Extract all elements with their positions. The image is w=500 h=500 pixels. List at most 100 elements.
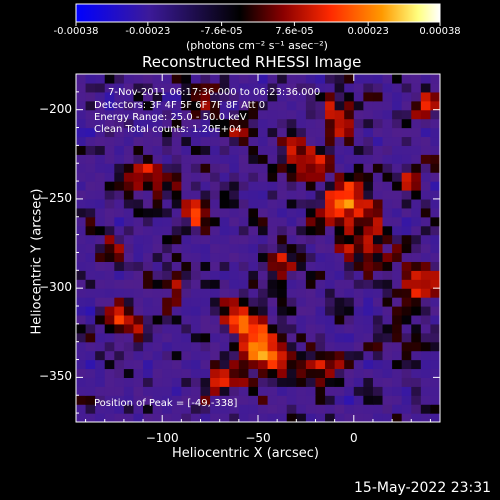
heatmap-cell — [353, 306, 364, 316]
heatmap-cell — [286, 270, 297, 280]
y-axis-label: Heliocentric Y (arcsec) — [29, 188, 45, 335]
heatmap-cell — [411, 314, 422, 325]
heatmap-cell — [85, 368, 96, 378]
heatmap-cell — [334, 163, 345, 173]
heatmap-cell — [114, 395, 125, 405]
heatmap-cell — [152, 288, 163, 298]
heatmap-cell — [248, 377, 259, 387]
heatmap-cell — [133, 190, 144, 200]
heatmap-cell — [430, 395, 440, 405]
heatmap-cell — [210, 413, 221, 422]
heatmap-cell — [267, 127, 278, 138]
heatmap-cell — [248, 261, 259, 271]
heatmap-cell — [162, 172, 173, 182]
heatmap-cell — [411, 306, 422, 316]
heatmap-cell — [286, 136, 297, 146]
heatmap-cell — [258, 225, 269, 236]
heatmap-cell — [325, 332, 336, 343]
heatmap-cell — [296, 127, 307, 138]
heatmap-cell — [95, 279, 106, 289]
heatmap-cell — [401, 190, 412, 200]
heatmap-cell — [229, 82, 240, 93]
heatmap-cell — [181, 163, 192, 173]
heatmap-cell — [95, 82, 106, 93]
chart-title: Reconstructed RHESSI Image — [142, 53, 362, 71]
heatmap-cell — [143, 243, 154, 254]
heatmap-cell — [152, 172, 163, 182]
heatmap-cell — [181, 207, 192, 218]
heatmap-cell — [219, 100, 230, 111]
heatmap-cell — [123, 82, 135, 93]
heatmap-cell — [162, 136, 173, 146]
heatmap-cell — [114, 368, 125, 378]
heatmap-cell — [152, 314, 163, 325]
heatmap-cell — [353, 386, 364, 396]
heatmap-cell — [401, 359, 412, 370]
heatmap-cell — [353, 91, 364, 102]
heatmap-cell — [104, 243, 115, 254]
heatmap-cell — [344, 207, 355, 218]
heatmap-cell — [123, 207, 135, 218]
heatmap-cell — [334, 377, 345, 387]
heatmap-cell — [286, 377, 297, 387]
heatmap-cell — [420, 306, 432, 316]
heatmap-cell — [143, 109, 154, 120]
heatmap-cell — [143, 91, 154, 102]
heatmap-cell — [219, 332, 230, 343]
heatmap-cell — [372, 225, 384, 236]
heatmap-cell — [162, 91, 173, 102]
heatmap-cell — [334, 74, 345, 84]
heatmap-cell — [420, 288, 432, 298]
heatmap-cell — [382, 395, 393, 405]
heatmap-cell — [210, 74, 221, 84]
heatmap-cell — [420, 279, 432, 289]
heatmap-cell — [152, 82, 163, 93]
heatmap-cell — [104, 404, 115, 414]
heatmap-cell — [363, 323, 374, 334]
heatmap-cell — [392, 323, 403, 334]
heatmap-cell — [76, 207, 87, 218]
heatmap-cell — [363, 261, 374, 271]
heatmap-cell — [200, 190, 211, 200]
heatmap-cell — [296, 297, 307, 307]
heatmap-cell — [152, 100, 163, 111]
heatmap-cell — [411, 118, 422, 129]
heatmap-cell — [238, 350, 250, 361]
heatmap-cell — [123, 359, 135, 370]
heatmap-cell — [392, 413, 403, 422]
heatmap-cell — [401, 181, 412, 191]
heatmap-cell — [76, 181, 87, 191]
heatmap-cell — [286, 234, 297, 245]
heatmap-cell — [219, 243, 230, 254]
heatmap-cell — [411, 207, 422, 218]
heatmap-cell — [411, 198, 422, 209]
heatmap-cell — [382, 91, 393, 102]
heatmap-cell — [162, 314, 173, 325]
heatmap-cell — [258, 198, 269, 209]
heatmap-cell — [181, 368, 192, 378]
heatmap-cell — [152, 118, 163, 129]
heatmap-cell — [229, 100, 240, 111]
heatmap-cell — [258, 172, 269, 182]
heatmap-cell — [152, 225, 163, 236]
heatmap-cell — [114, 297, 125, 307]
heatmap-cell — [123, 234, 135, 245]
heatmap-cell — [401, 145, 412, 155]
heatmap-cell — [296, 145, 307, 155]
heatmap-cell — [219, 359, 230, 370]
heatmap-cell — [219, 118, 230, 129]
heatmap-cell — [411, 404, 422, 414]
heatmap-cell — [411, 109, 422, 120]
heatmap-cell — [296, 207, 307, 218]
heatmap-cell — [76, 359, 87, 370]
heatmap-cell — [267, 91, 278, 102]
heatmap-cell — [315, 306, 326, 316]
heatmap-cell — [229, 261, 240, 271]
heatmap-cell — [200, 341, 211, 352]
heatmap-cell — [325, 154, 336, 164]
heatmap-cell — [401, 341, 412, 352]
heatmap-cell — [190, 154, 202, 164]
heatmap-cell — [392, 297, 403, 307]
heatmap-cell — [401, 332, 412, 343]
heatmap-cell — [372, 297, 384, 307]
